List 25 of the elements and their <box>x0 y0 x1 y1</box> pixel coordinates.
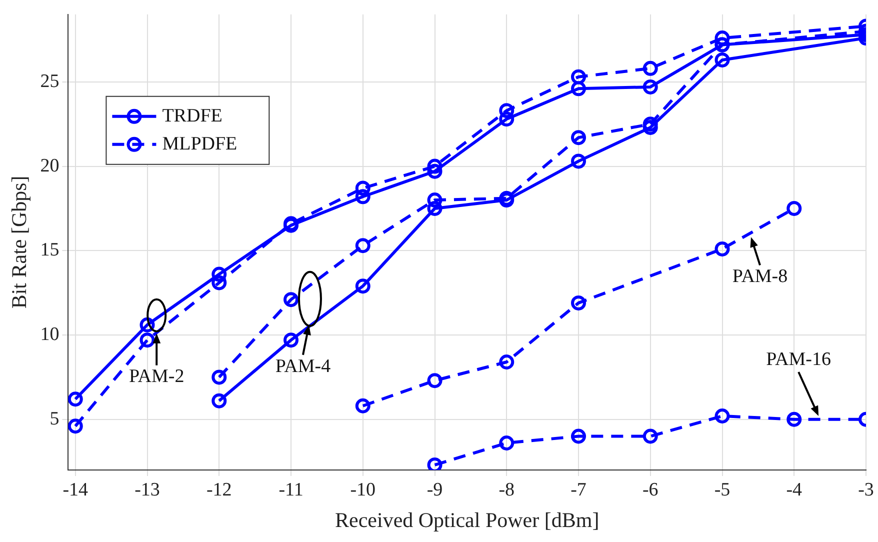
y-tick-label: 20 <box>40 155 60 176</box>
x-tick-label: -7 <box>570 479 586 500</box>
x-axis-title: Received Optical Power [dBm] <box>335 508 600 532</box>
x-tick-label: -13 <box>134 479 160 500</box>
legend-label: TRDFE <box>162 105 222 126</box>
legend-label: MLPDFE <box>162 133 238 154</box>
y-tick-label: 25 <box>40 70 60 92</box>
y-axis-title: Bit Rate [Gbps] <box>7 176 32 309</box>
x-tick-label: -14 <box>62 479 89 500</box>
x-tick-label: -5 <box>714 479 730 500</box>
annotation: PAM-4 <box>275 356 331 378</box>
annotation: PAM-2 <box>128 366 184 388</box>
x-tick-label: -12 <box>206 479 232 500</box>
annotation: PAM-8 <box>732 266 788 288</box>
annotation: PAM-16 <box>766 349 831 371</box>
x-tick-label: -6 <box>642 479 658 500</box>
x-tick-label: -3 <box>858 479 874 500</box>
x-tick-label: -4 <box>786 479 803 500</box>
y-tick-label: 10 <box>40 324 60 345</box>
x-tick-label: -11 <box>278 479 304 500</box>
y-tick-label: 15 <box>40 240 60 261</box>
y-tick-label: 5 <box>50 408 60 430</box>
x-tick-label: -8 <box>498 479 515 500</box>
x-tick-label: -10 <box>350 479 376 500</box>
x-tick-label: -9 <box>426 479 443 500</box>
